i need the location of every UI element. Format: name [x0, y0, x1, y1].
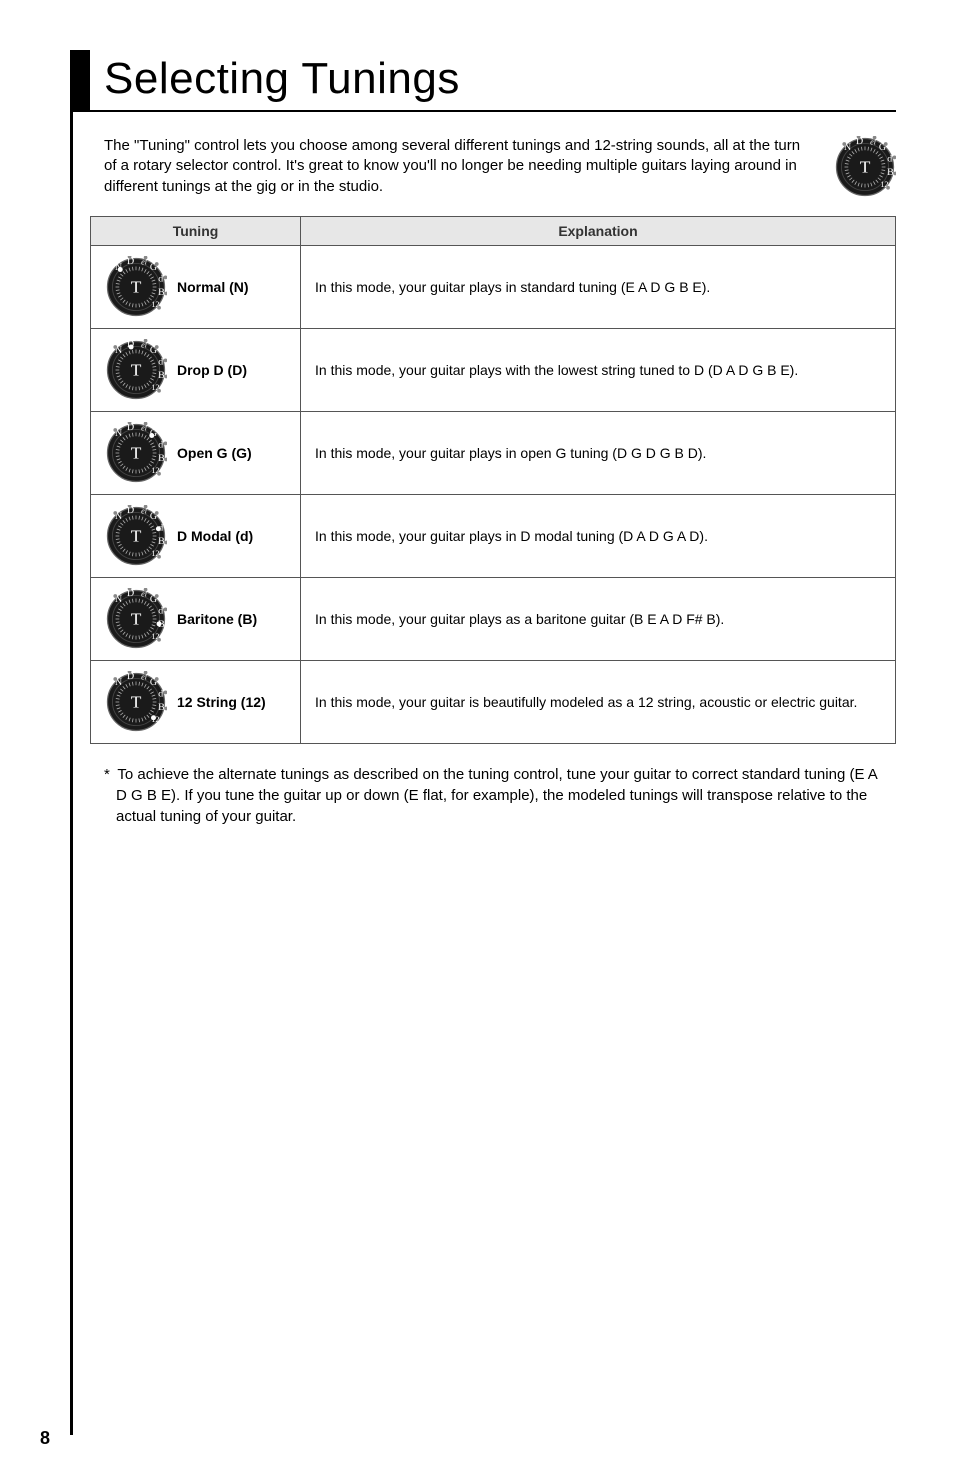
explanation-cell: In this mode, your guitar is beautifully…	[301, 661, 896, 744]
svg-text:B: B	[158, 536, 165, 547]
explanation-cell: In this mode, your guitar plays in open …	[301, 412, 896, 495]
svg-text:T: T	[860, 158, 871, 177]
tuning-knob-icon: NDel12BdGT	[105, 505, 167, 567]
left-side-rule	[70, 50, 73, 1435]
explanation-cell: In this mode, your guitar plays in stand…	[301, 246, 896, 329]
explanation-cell: In this mode, your guitar plays as a bar…	[301, 578, 896, 661]
svg-text:B: B	[158, 453, 165, 464]
svg-text:d: d	[158, 439, 163, 450]
tunings-table: Tuning Explanation NDel12BdGT Normal (N) I…	[90, 216, 896, 744]
svg-text:el: el	[870, 138, 877, 147]
svg-text:B: B	[158, 287, 165, 298]
svg-text:B: B	[887, 167, 894, 178]
intro-row: The "Tuning" control lets you choose amo…	[104, 136, 896, 198]
table-row: NDel12BdGT Normal (N) In this mode, your g…	[91, 246, 896, 329]
page-title: Selecting Tunings	[90, 50, 896, 112]
svg-text:T: T	[131, 610, 142, 629]
tuning-cell: NDel12BdGT Open G (G)	[91, 412, 301, 495]
svg-text:el: el	[141, 673, 148, 682]
svg-text:d: d	[158, 356, 163, 367]
tuning-label: Baritone (B)	[177, 610, 257, 629]
col-header-tuning: Tuning	[91, 217, 301, 246]
svg-text:T: T	[131, 278, 142, 297]
svg-text:T: T	[131, 361, 142, 380]
svg-text:B: B	[158, 702, 165, 713]
page-number: 8	[40, 1428, 50, 1449]
tuning-cell: NDel12BdGT Drop D (D)	[91, 329, 301, 412]
tuning-knob-icon: NDel12BdGT	[105, 256, 167, 318]
tuning-cell: NDel12BdGT Baritone (B)	[91, 578, 301, 661]
col-header-explanation: Explanation	[301, 217, 896, 246]
tuning-label: Normal (N)	[177, 278, 249, 297]
explanation-cell: In this mode, your guitar plays in D mod…	[301, 495, 896, 578]
tuning-label: 12 String (12)	[177, 693, 266, 712]
svg-text:d: d	[887, 153, 892, 164]
tuning-knob-icon: NDel12BdGT	[105, 588, 167, 650]
svg-text:el: el	[141, 590, 148, 599]
table-row: NDel12BdGT Drop D (D) In this mode, your g…	[91, 329, 896, 412]
svg-text:T: T	[131, 444, 142, 463]
title-block: Selecting Tunings	[90, 50, 896, 112]
svg-text:d: d	[158, 605, 163, 616]
explanation-cell: In this mode, your guitar plays with the…	[301, 329, 896, 412]
intro-text: The "Tuning" control lets you choose amo…	[104, 136, 816, 197]
svg-text:B: B	[158, 370, 165, 381]
table-header-row: Tuning Explanation	[91, 217, 896, 246]
tuning-cell: NDel12BdGT 12 String (12)	[91, 661, 301, 744]
table-row: NDel12BdGT Open G (G) In this mode, your g…	[91, 412, 896, 495]
svg-text:el: el	[141, 341, 148, 350]
svg-text:d: d	[158, 273, 163, 284]
tuning-knob-icon: NDel12BdGT	[105, 339, 167, 401]
svg-text:el: el	[141, 507, 148, 516]
tuning-knob-icon: NDel12BdGT	[105, 422, 167, 484]
tuning-label: Drop D (D)	[177, 361, 247, 380]
table-row: NDel12BdGT 12 String (12) In this mode, yo…	[91, 661, 896, 744]
svg-text:T: T	[131, 527, 142, 546]
title-tab	[70, 50, 90, 112]
svg-text:el: el	[141, 424, 148, 433]
tuning-cell: NDel12BdGT D Modal (d)	[91, 495, 301, 578]
tuning-knob-icon: NDel12BdGT	[105, 671, 167, 733]
tuning-label: D Modal (d)	[177, 527, 253, 546]
svg-text:T: T	[131, 693, 142, 712]
table-row: NDel12BdGT Baritone (B) In this mode, your…	[91, 578, 896, 661]
footnote: * To achieve the alternate tunings as de…	[104, 764, 882, 827]
table-row: NDel12BdGT D Modal (d) In this mode, your …	[91, 495, 896, 578]
tuning-knob-icon: NDel12BdGT	[834, 136, 896, 198]
svg-text:el: el	[141, 258, 148, 267]
tuning-label: Open G (G)	[177, 444, 252, 463]
tuning-cell: NDel12BdGT Normal (N)	[91, 246, 301, 329]
svg-text:d: d	[158, 688, 163, 699]
